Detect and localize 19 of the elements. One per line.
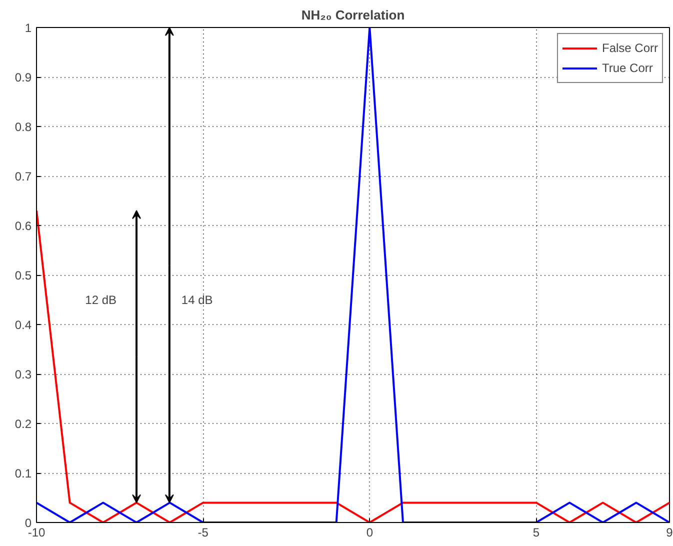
annotation: 12 dB	[85, 292, 117, 307]
x-tick-label: 0	[366, 526, 374, 540]
y-tick-label: 0.2	[14, 417, 32, 431]
y-tick-label: 0.9	[14, 70, 32, 84]
legend-label: True Corr	[602, 61, 653, 75]
y-tick-label: 0.7	[14, 170, 32, 184]
x-tick-label: -5	[198, 526, 209, 540]
y-tick-label: 0.5	[14, 268, 32, 282]
y-tick-label: 0.1	[14, 466, 32, 480]
chart-title: NH₂₀ Correlation	[301, 8, 405, 22]
y-tick-label: 0.4	[14, 318, 32, 332]
legend-label: False Corr	[602, 41, 658, 55]
y-tick-label: 0.6	[14, 219, 32, 233]
x-tick-label: 9	[666, 526, 673, 540]
x-tick-label: 5	[532, 526, 540, 540]
y-tick-label: 0.3	[14, 368, 32, 382]
y-tick-label: 0.8	[14, 120, 32, 134]
y-tick-label: 1	[24, 21, 32, 35]
annotation: 14 dB	[181, 292, 213, 307]
